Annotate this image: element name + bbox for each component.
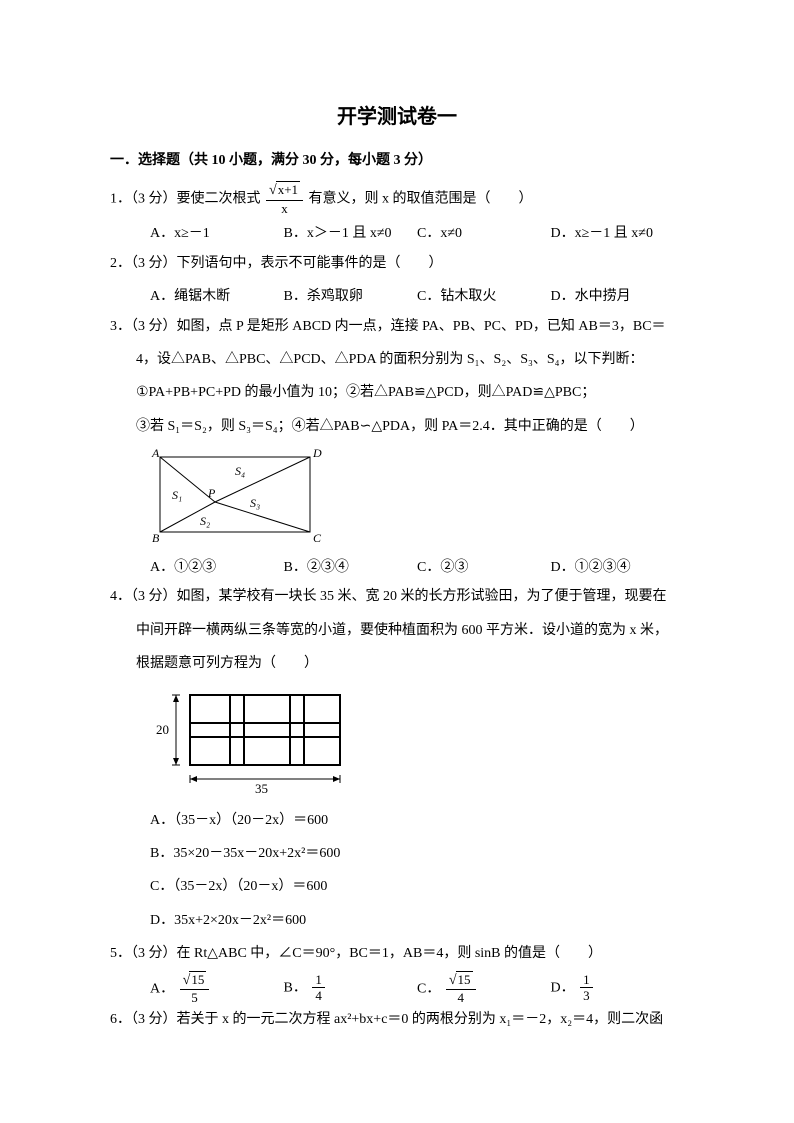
q5-opt-a: A． 155: [150, 973, 284, 1005]
svg-text:S₄: S₄: [235, 464, 245, 478]
q1-opt-d: D．x≥－1 且 x≠0: [551, 219, 685, 248]
q3-figure: A D B C P S₁ S₂ S₃ S₄: [150, 447, 684, 547]
q4-opt-c: C．（35－2x）（20－x）＝600: [150, 872, 684, 901]
q2-opt-b: B．杀鸡取卵: [284, 282, 418, 311]
q2-options: A．绳锯木断 B．杀鸡取卵 C．钻木取火 D．水中捞月: [150, 282, 684, 311]
q2-opt-a: A．绳锯木断: [150, 282, 284, 311]
q4-opt-d: D．35x+2×20x－2x²＝600: [150, 906, 684, 935]
question-3-l4: ③若 S₁＝S₂，则 S₃＝S₄；④若△PAB∽△PDA，则 PA＝2.4．其中…: [136, 412, 684, 441]
question-2: 2．（3 分）下列语句中，表示不可能事件的是（ ）: [110, 249, 684, 278]
q5-opt-b: B． 14: [284, 973, 418, 1005]
q5-opt-d: D． 13: [551, 973, 685, 1005]
q2-opt-c: C．钻木取火: [417, 282, 551, 311]
q4-opt-a: A．（35－x）（20－2x）＝600: [150, 806, 684, 835]
page-title: 开学测试卷一: [110, 100, 684, 129]
svg-text:S₁: S₁: [172, 488, 182, 502]
q3-options: A．①②③ B．②③④ C．②③ D．①②③④: [150, 553, 684, 582]
q3-opt-a: A．①②③: [150, 553, 284, 582]
q3-opt-c: C．②③: [417, 553, 551, 582]
svg-text:B: B: [152, 531, 160, 545]
q1-fraction: x+1 x: [266, 183, 303, 215]
svg-text:A: A: [151, 447, 160, 460]
q1-opt-a: A．x≥－1: [150, 219, 284, 248]
q2-opt-d: D．水中捞月: [551, 282, 685, 311]
svg-text:20: 20: [156, 722, 169, 737]
question-4-l3: 根据题意可列方程为（ ）: [136, 649, 684, 678]
q3-opt-b: B．②③④: [284, 553, 418, 582]
svg-text:P: P: [207, 486, 216, 500]
q5-opt-c: C． 154: [417, 973, 551, 1005]
q3-opt-d: D．①②③④: [551, 553, 685, 582]
svg-text:S₃: S₃: [250, 496, 260, 510]
page: 开学测试卷一 一．选择题（共 10 小题，满分 30 分，每小题 3 分） 1．…: [0, 0, 794, 1123]
question-4-l1: 4．（3 分）如图，某学校有一块长 35 米、宽 20 米的长方形试验田，为了便…: [110, 582, 684, 611]
svg-text:35: 35: [255, 781, 268, 796]
q3-diagram-svg: A D B C P S₁ S₂ S₃ S₄: [150, 447, 330, 547]
q1-opt-b: B．x＞－1 且 x≠0: [284, 219, 418, 248]
q4-opt-b: B．35×20－35x－20x+2x²＝600: [150, 839, 684, 868]
svg-text:S₂: S₂: [200, 514, 210, 528]
question-6: 6．（3 分）若关于 x 的一元二次方程 ax²+bx+c＝0 的两根分别为 x…: [110, 1005, 684, 1034]
q1-opt-c: C．x≠0: [417, 219, 551, 248]
question-1: 1．（3 分）要使二次根式 x+1 x 有意义，则 x 的取值范围是（ ）: [110, 183, 684, 215]
svg-text:D: D: [312, 447, 322, 460]
q1-options: A．x≥－1 B．x＞－1 且 x≠0 C．x≠0 D．x≥－1 且 x≠0: [150, 219, 684, 248]
q4-diagram-svg: 20 35: [150, 685, 360, 800]
question-3-l3: ①PA+PB+PC+PD 的最小值为 10；②若△PAB≌△PCD，则△PAD≌…: [136, 378, 684, 407]
q1-stem-b: 有意义，则 x 的取值范围是（ ）: [309, 191, 533, 206]
question-4-l2: 中间开辟一横两纵三条等宽的小道，要使种植面积为 600 平方米．设小道的宽为 x…: [136, 616, 684, 645]
q1-stem-a: 1．（3 分）要使二次根式: [110, 191, 261, 206]
q4-figure: 20 35: [150, 685, 684, 800]
section-heading: 一．选择题（共 10 小题，满分 30 分，每小题 3 分）: [110, 149, 684, 169]
question-5: 5．（3 分）在 Rt△ABC 中，∠C＝90°，BC＝1，AB＝4，则 sin…: [110, 939, 684, 968]
svg-text:C: C: [313, 531, 322, 545]
question-3-l2: 4，设△PAB、△PBC、△PCD、△PDA 的面积分别为 S₁、S₂、S₃、S…: [136, 345, 684, 374]
q5-options: A． 155 B． 14 C． 154 D． 13: [150, 973, 684, 1005]
question-3-l1: 3．（3 分）如图，点 P 是矩形 ABCD 内一点，连接 PA、PB、PC、P…: [110, 312, 684, 341]
